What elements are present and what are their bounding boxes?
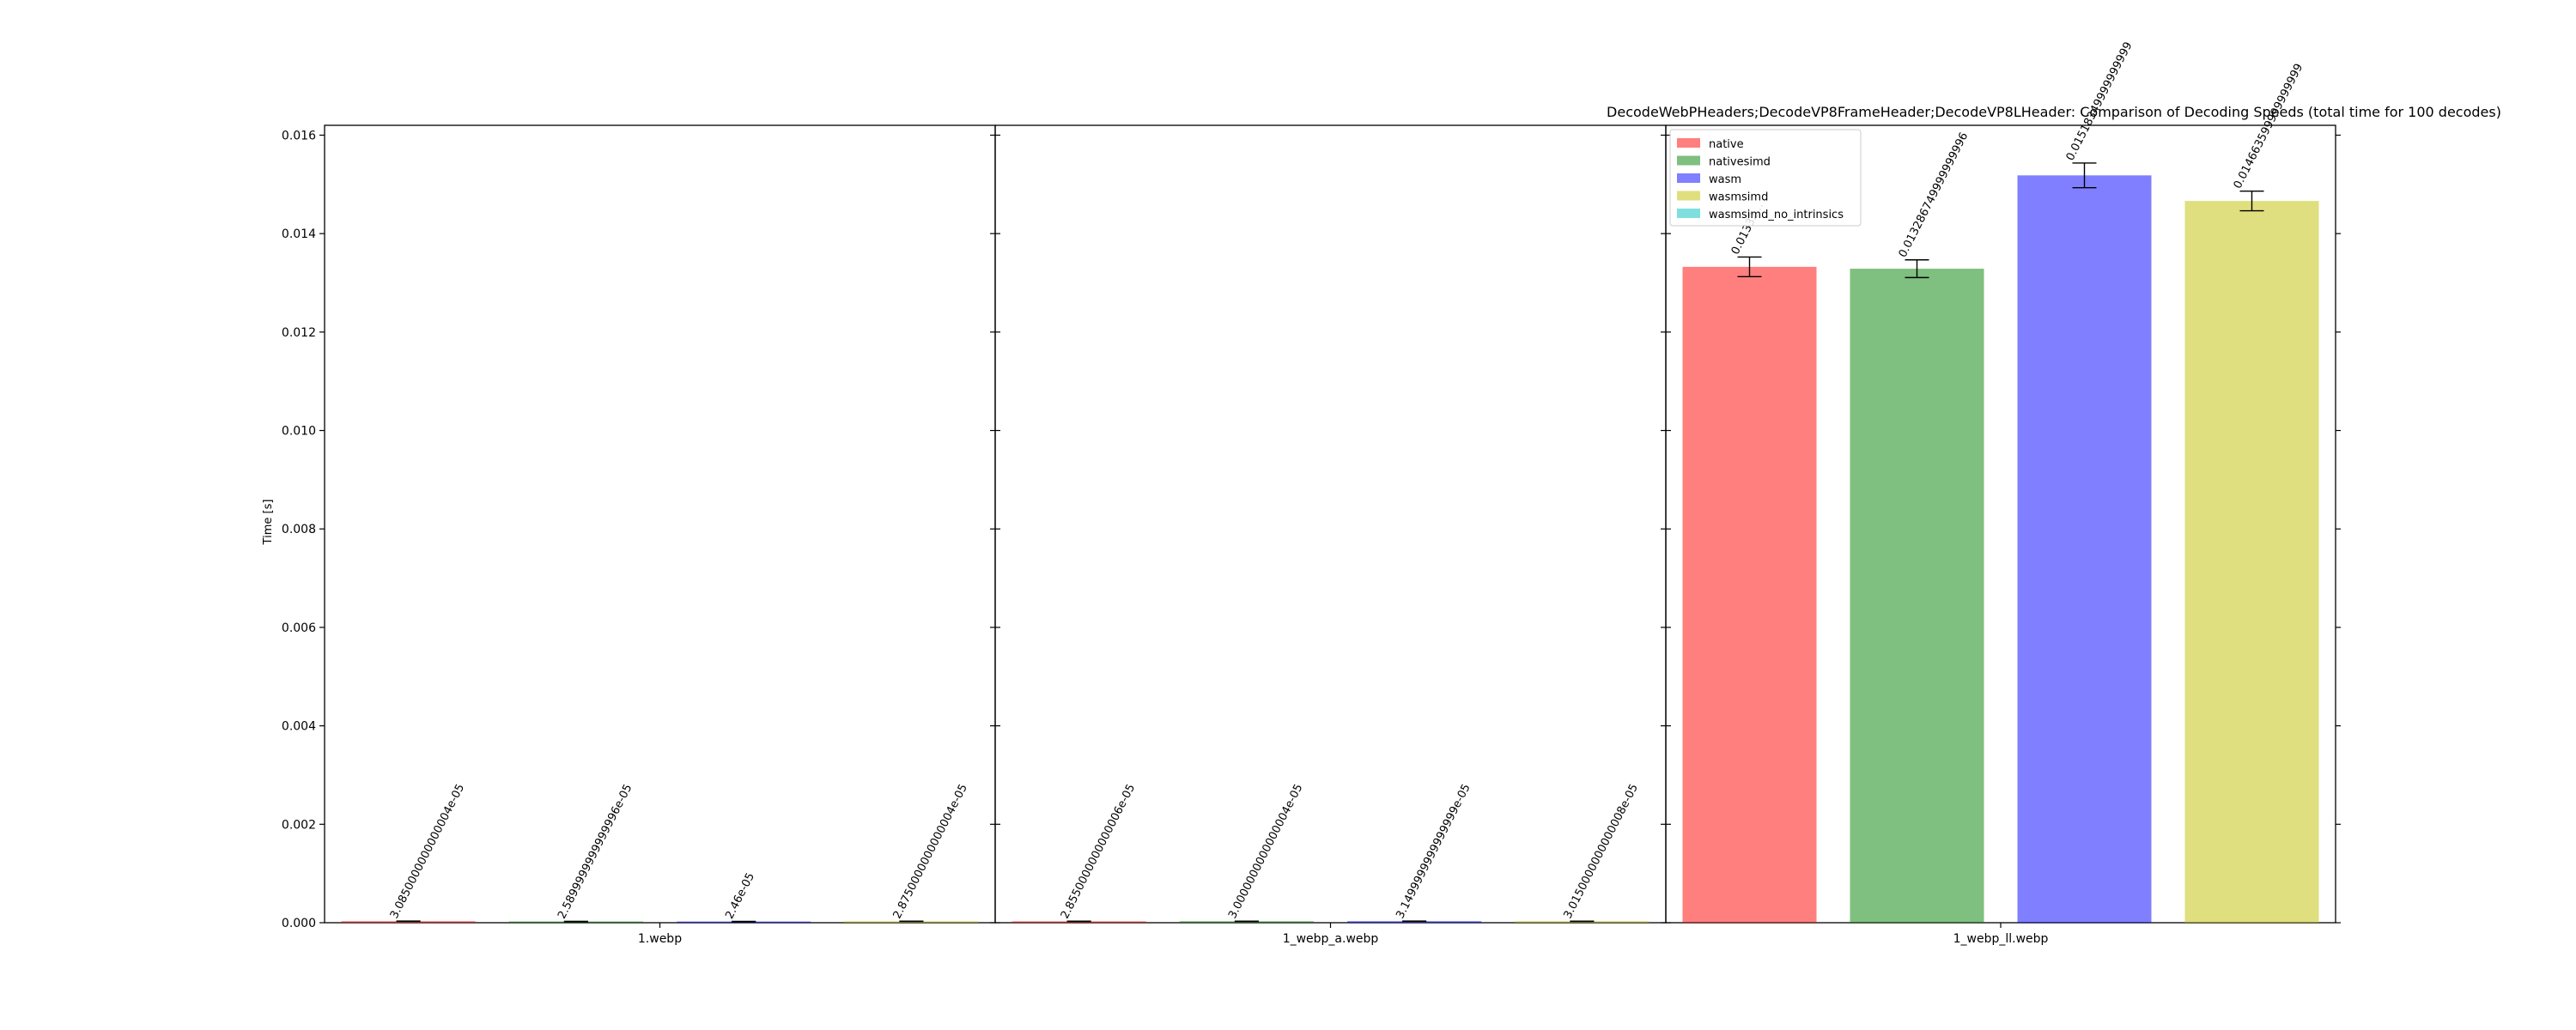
legend-swatch-wasm xyxy=(1677,173,1700,183)
y-tick-label: 0.006 xyxy=(282,621,316,635)
legend-label-nativesimd: nativesimd xyxy=(1709,156,1771,169)
legend-swatch-wasmsimd xyxy=(1677,191,1700,201)
y-tick-label: 0.014 xyxy=(282,227,316,241)
legend-label-wasmsimd: wasmsimd xyxy=(1709,191,1768,204)
y-tick-label: 0.002 xyxy=(282,818,316,832)
bar-nativesimd xyxy=(1179,921,1314,923)
bar-wasm xyxy=(2017,175,2152,923)
y-tick-label: 0.004 xyxy=(282,720,316,734)
bar-wasmsimd xyxy=(844,921,979,923)
legend-swatch-native xyxy=(1677,138,1700,148)
y-axis-label: Time [s] xyxy=(262,500,275,546)
x-tick-label: 1.webp xyxy=(638,932,682,946)
legend-label-native: native xyxy=(1709,138,1744,151)
bar-nativesimd xyxy=(1850,269,1984,923)
y-tick-label: 0.000 xyxy=(282,917,316,930)
y-tick-label: 0.010 xyxy=(282,425,316,439)
bar-native xyxy=(341,921,476,923)
legend-box xyxy=(1669,129,1862,227)
legend-label-wasmsimd_no_intrinsics: wasmsimd_no_intrinsics xyxy=(1709,209,1844,221)
bar-native xyxy=(1682,266,1817,923)
bar-wasmsimd xyxy=(1515,921,1649,923)
bar-wasmsimd xyxy=(2184,201,2319,923)
plot-area: 0.000 0.002 0.004 0.006 0.008 0.010 0.012 0.014… xyxy=(282,40,2341,946)
x-tick-label: 1_webp_ll.webp xyxy=(1953,932,2049,946)
y-tick-label: 0.012 xyxy=(282,326,316,340)
x-tick-label: 1_webp_a.webp xyxy=(1283,932,1379,946)
y-tick-label: 0.008 xyxy=(282,523,316,536)
legend-swatch-wasmsimd_no_intrinsics xyxy=(1677,209,1700,218)
y-tick-label: 0.016 xyxy=(282,129,316,142)
bar-wasm xyxy=(1347,921,1482,923)
bar-native xyxy=(1012,921,1146,923)
legend-label-wasm: wasm xyxy=(1709,173,1741,186)
chart-title: DecodeWebPHeaders;DecodeVP8FrameHeader;D… xyxy=(1607,104,2501,120)
legend-swatch-nativesimd xyxy=(1677,155,1700,166)
